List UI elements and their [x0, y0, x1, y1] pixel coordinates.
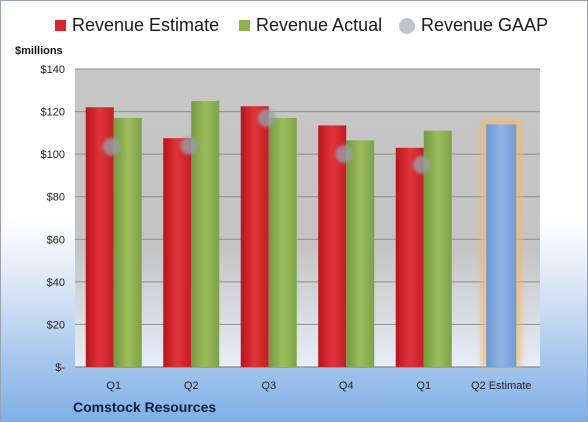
unit-label: $millions [15, 45, 63, 57]
x-tick-label: Q1 [416, 380, 431, 392]
y-tick-label: $60 [47, 234, 65, 246]
point-revenue-gaap [180, 136, 199, 155]
point-revenue-gaap [412, 155, 431, 174]
bar-revenue-actual [113, 117, 142, 367]
legend-item-gaap: Revenue GAAP [399, 15, 548, 36]
legend-label-estimate: Revenue Estimate [72, 15, 220, 35]
x-tick-label: Q2 [184, 380, 199, 392]
legend-item-estimate: Revenue Estimate [55, 15, 219, 36]
legend-item-actual: Revenue Actual [239, 15, 382, 36]
legend-swatch-estimate [55, 20, 66, 31]
bar-revenue-actual [346, 140, 375, 367]
legend-label-gaap: Revenue GAAP [421, 15, 549, 35]
y-tick-label: $140 [41, 64, 65, 76]
bar-revenue-estimate [318, 125, 347, 368]
bar-revenue-estimate [240, 106, 269, 367]
legend-label-actual: Revenue Actual [256, 15, 383, 35]
bar-revenue-estimate [163, 138, 192, 367]
point-revenue-gaap [257, 108, 276, 127]
point-revenue-gaap [335, 145, 354, 164]
company-name: Comstock Resources [73, 399, 217, 415]
y-tick-label: $120 [41, 107, 65, 119]
bar-revenue-actual [268, 117, 297, 367]
y-tick-label: $40 [47, 277, 65, 289]
x-tick-label: Q4 [339, 380, 354, 392]
y-tick-label: $20 [47, 319, 65, 331]
y-tick-label: $100 [41, 149, 65, 161]
legend-swatch-gaap [399, 17, 415, 34]
bar-q2-estimate [486, 124, 517, 367]
plot-area [75, 69, 540, 367]
bar-revenue-estimate [395, 147, 424, 367]
y-tick-label: $80 [47, 192, 65, 204]
x-tick-label: Q2 Estimate [471, 380, 532, 392]
point-revenue-gaap [102, 137, 121, 156]
x-tick-label: Q1 [106, 380, 121, 392]
legend: Revenue Estimate Revenue Actual Revenue … [1, 15, 587, 43]
x-tick-label: Q3 [261, 380, 276, 392]
legend-swatch-actual [239, 20, 250, 31]
y-tick-label: $- [55, 362, 65, 374]
